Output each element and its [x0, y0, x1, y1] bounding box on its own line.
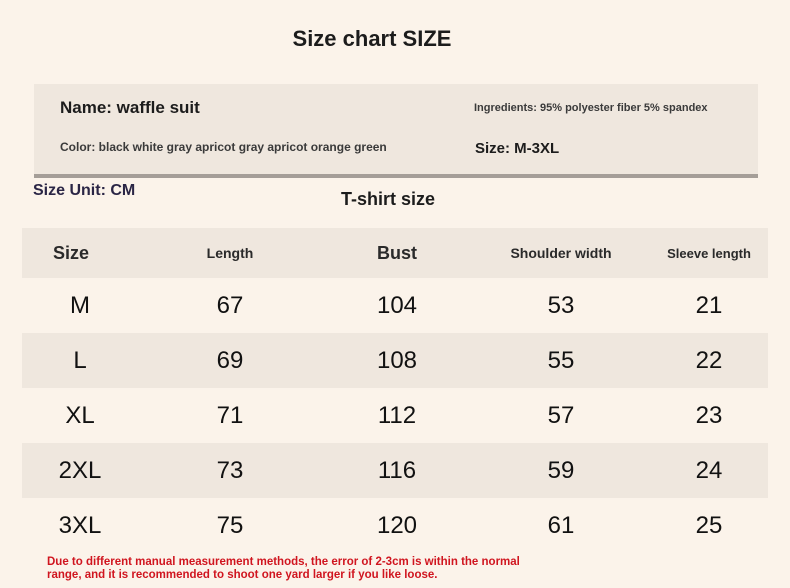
product-ingredients: Ingredients: 95% polyester fiber 5% span… [474, 102, 708, 114]
cell-length: 67 [216, 291, 244, 319]
cell-size: 3XL [58, 511, 102, 539]
cell-sleeve-length: 23 [695, 401, 723, 429]
page-title: Size chart SIZE [292, 26, 452, 51]
cell-shoulder-width: 61 [547, 511, 575, 539]
header-size: Size [53, 242, 90, 263]
table-row: XL 71 112 57 23 [22, 388, 768, 443]
size-table: Size Length Bust Shoulder width Sleeve l… [22, 228, 768, 553]
cell-length: 69 [216, 346, 244, 374]
cell-length: 75 [216, 511, 244, 539]
cell-sleeve-length: 21 [695, 291, 723, 319]
product-name: Name: waffle suit [60, 98, 200, 117]
cell-shoulder-width: 59 [547, 456, 575, 484]
cell-size: M [70, 291, 90, 319]
cell-length: 71 [216, 401, 244, 429]
cell-shoulder-width: 57 [547, 401, 575, 429]
cell-shoulder-width: 55 [547, 346, 575, 374]
cell-size: XL [65, 401, 95, 429]
size-unit-label: Size Unit: CM [33, 182, 136, 199]
table-title: T-shirt size [340, 189, 436, 209]
cell-length: 73 [216, 456, 244, 484]
cell-sleeve-length: 25 [695, 511, 723, 539]
header-shoulder-width: Shoulder width [510, 245, 612, 261]
table-header-row: Size Length Bust Shoulder width Sleeve l… [22, 228, 768, 278]
cell-bust: 104 [376, 291, 418, 319]
product-size-range: Size: M-3XL [475, 140, 560, 157]
table-row: M 67 104 53 21 [22, 278, 768, 333]
product-info-box: Name: waffle suit Ingredients: 95% polye… [34, 84, 758, 178]
header-length: Length [206, 245, 254, 261]
cell-bust: 108 [376, 346, 418, 374]
cell-sleeve-length: 22 [695, 346, 723, 374]
cell-shoulder-width: 53 [547, 291, 575, 319]
cell-sleeve-length: 24 [695, 456, 723, 484]
measurement-note: Due to different manual measurement meth… [47, 556, 647, 582]
header-sleeve-length: Sleeve length [667, 245, 751, 261]
cell-size: L [73, 346, 87, 374]
product-colors: Color: black white gray apricot gray apr… [60, 140, 387, 154]
cell-bust: 116 [377, 456, 417, 484]
cell-bust: 120 [376, 511, 418, 539]
note-line-1: Due to different manual measurement meth… [47, 556, 520, 568]
cell-bust: 112 [377, 401, 417, 429]
table-row: 2XL 73 116 59 24 [22, 443, 768, 498]
header-bust: Bust [377, 242, 417, 263]
cell-size: 2XL [58, 456, 102, 484]
table-row: L 69 108 55 22 [22, 333, 768, 388]
table-row: 3XL 75 120 61 25 [22, 498, 768, 553]
note-line-2: range, and it is recommended to shoot on… [47, 569, 438, 581]
